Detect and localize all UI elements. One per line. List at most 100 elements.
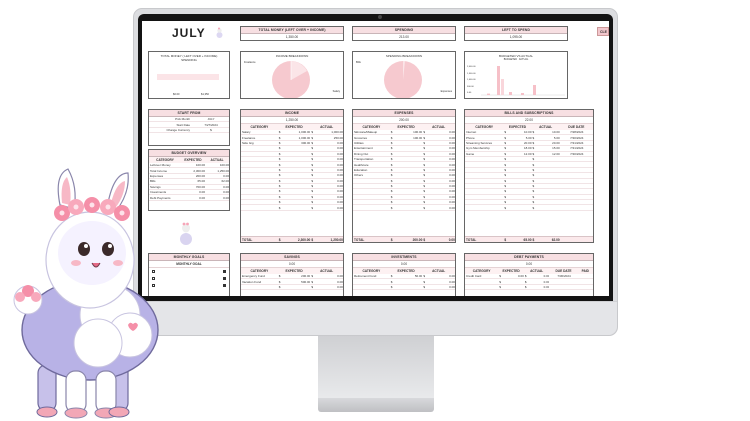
table-cell[interactable]: 1,000.00 [331,130,343,135]
table-cell[interactable]: $ [390,146,393,151]
table-cell[interactable]: $ [390,178,393,183]
table-cell[interactable]: Side Gig [242,140,254,145]
table-cell[interactable]: $ [532,162,535,167]
table-cell[interactable]: $ [390,205,393,210]
table-cell[interactable]: $ [532,178,535,183]
table-cell[interactable]: 700.00 [195,184,205,189]
table-cell[interactable]: $ [278,279,281,284]
table-cell[interactable]: 7/28/2024 [570,130,584,135]
table-cell[interactable]: Credit Card [466,274,482,279]
table-cell[interactable]: Skincare/Makeup [354,130,378,135]
table-cell[interactable]: 7/31/2024 [570,140,584,145]
table-cell[interactable]: 0.00 [223,190,229,195]
table-cell[interactable]: 0.00 [337,284,343,289]
table-cell[interactable]: $ [423,151,426,156]
table-cell[interactable]: 1,250.00 [217,168,229,173]
table-cell[interactable]: 50.00 [414,274,423,279]
table-cell[interactable]: 10.00 [524,130,532,135]
table-cell[interactable]: $ [504,194,507,199]
table-cell[interactable]: $ [278,178,281,183]
table-cell[interactable]: Groceries [354,135,368,140]
table-cell[interactable]: 0.00 [337,184,343,189]
table-cell[interactable]: Vacation Fund [242,279,262,284]
table-cell[interactable]: $ [278,140,281,145]
table-cell[interactable]: $ [423,178,426,183]
table-cell[interactable]: Emergency Fund [242,274,265,279]
table-cell[interactable]: $ [278,284,281,289]
table-cell[interactable]: $ [278,274,281,279]
table-cell[interactable]: Game [466,151,475,156]
table-cell[interactable]: Gym Membership [466,146,490,151]
table-cell[interactable]: $ [423,279,426,284]
table-cell[interactable]: $ [423,205,426,210]
table-cell[interactable]: $ [311,194,314,199]
table-cell[interactable]: 0.00 [337,178,343,183]
table-cell[interactable]: $ [390,151,393,156]
table-cell[interactable]: $ [423,146,426,151]
goal-checkbox[interactable] [152,284,155,287]
table-cell[interactable]: Savings [150,184,161,189]
table-cell[interactable]: $ [390,189,393,194]
table-cell[interactable]: 12.00 [524,151,532,156]
table-cell[interactable]: 0.00 [449,140,455,145]
table-cell[interactable]: 20.00 [524,140,532,145]
table-cell[interactable]: $ [532,184,535,189]
table-cell[interactable]: Bills [150,179,156,184]
table-cell[interactable]: $ [278,151,281,156]
table-cell[interactable]: $ [311,135,314,140]
table-cell[interactable]: $ [504,200,507,205]
table-cell[interactable]: $ [532,140,535,145]
table-cell[interactable]: 0.00 [337,146,343,151]
table-cell[interactable]: 0.00 [449,284,455,289]
table-cell[interactable]: $ [278,130,281,135]
table-cell[interactable]: $ [278,194,281,199]
table-cell[interactable]: 0.00 [337,200,343,205]
table-cell[interactable]: $ [423,200,426,205]
field-value[interactable]: 7/27/2024 [204,122,218,127]
table-cell[interactable]: $ [423,284,426,289]
table-cell[interactable]: $ [423,184,426,189]
table-cell[interactable]: $ [278,167,281,172]
table-cell[interactable]: $ [311,151,314,156]
table-cell[interactable]: $ [311,178,314,183]
table-cell[interactable]: 0.00 [449,157,455,162]
table-cell[interactable]: 7/31/2024 [570,146,584,151]
table-cell[interactable]: $ [311,162,314,167]
table-cell[interactable]: $ [311,279,314,284]
table-cell[interactable]: $ [524,279,527,284]
table-cell[interactable]: $ [311,284,314,289]
table-cell[interactable]: 10.00 [552,130,560,135]
table-cell[interactable]: Retirement Fund [354,274,377,279]
table-cell[interactable]: $ [532,205,535,210]
table-cell[interactable]: 0.00 [449,167,455,172]
table-cell[interactable]: $ [524,284,527,289]
table-cell[interactable]: $ [532,173,535,178]
table-cell[interactable]: 100.00 [195,163,205,168]
table-cell[interactable]: $ [532,167,535,172]
table-cell[interactable]: $ [423,157,426,162]
table-cell[interactable]: $ [423,194,426,199]
table-cell[interactable]: 0.00 [337,189,343,194]
table-cell[interactable]: 0.00 [199,190,205,195]
table-cell[interactable]: 0.00 [337,157,343,162]
table-cell[interactable]: 0.00 [337,167,343,172]
table-cell[interactable]: $ [499,284,501,289]
table-cell[interactable]: 0.00 [337,205,343,210]
table-cell[interactable]: 500.00 [301,279,311,284]
table-cell[interactable]: 0.00 [337,194,343,199]
table-cell[interactable]: $ [504,162,507,167]
table-cell[interactable]: $ [390,279,393,284]
table-cell[interactable]: Streaming Services [466,140,493,145]
table-cell[interactable]: Debt Payments [150,195,171,200]
table-cell[interactable]: 0.00 [543,279,550,284]
table-cell[interactable]: $ [504,157,507,162]
table-cell[interactable]: $ [278,162,281,167]
table-cell[interactable]: 250.00 [333,135,343,140]
table-cell[interactable]: 200.00 [195,173,205,178]
table-cell[interactable]: $ [504,146,507,151]
table-cell[interactable]: 2,300.00 [193,168,205,173]
table-cell[interactable]: 100.00 [413,135,423,140]
table-cell[interactable]: 7/30/2024 [557,274,571,279]
table-cell[interactable]: $ [423,189,426,194]
table-cell[interactable]: 100.00 [413,130,423,135]
